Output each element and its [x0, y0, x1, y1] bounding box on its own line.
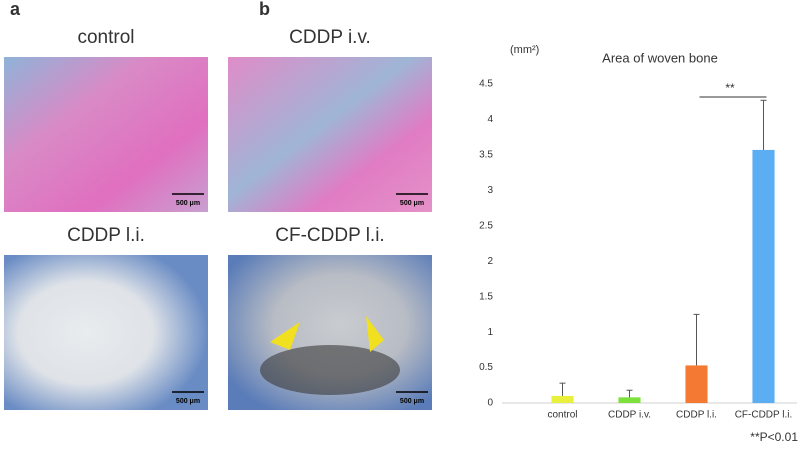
image-title: control	[77, 27, 134, 48]
y-tick-label: 3.5	[479, 150, 493, 161]
scale-label: 500 μm	[176, 398, 200, 405]
image-title: CF-CDDP l.i.	[275, 225, 384, 246]
bar	[551, 395, 574, 403]
y-tick-label: 1	[487, 327, 493, 338]
bar	[618, 397, 641, 403]
y-tick-label: 1.5	[479, 291, 493, 302]
significance-label: **	[725, 81, 735, 95]
y-tick-label: 2.5	[479, 220, 493, 231]
arrowhead	[366, 316, 384, 352]
y-tick-label: 4.5	[479, 79, 493, 90]
x-tick-label: control	[547, 410, 577, 421]
arrowhead	[270, 322, 300, 350]
scale-label: 500 μm	[176, 200, 200, 207]
x-tick-label: CDDP i.v.	[608, 410, 651, 421]
image-title: CDDP i.v.	[289, 27, 371, 48]
bar	[752, 149, 775, 403]
panel-label: b	[259, 0, 270, 19]
unit-label: (mm²)	[510, 44, 539, 56]
footnote: **P<0.01	[750, 430, 798, 444]
scale-label: 500 μm	[400, 398, 424, 405]
stain-region	[260, 345, 400, 395]
chart-title: Area of woven bone	[602, 50, 718, 65]
y-tick-label: 4	[487, 114, 493, 125]
scale-label: 500 μm	[400, 200, 424, 207]
y-tick-label: 0	[487, 398, 493, 409]
y-tick-label: 3	[487, 185, 493, 196]
bar	[685, 365, 708, 403]
panel-label: a	[10, 0, 21, 19]
x-tick-label: CDDP l.i.	[676, 410, 717, 421]
x-tick-label: CF-CDDP l.i.	[735, 410, 793, 421]
micrograph	[4, 57, 208, 212]
y-tick-label: 0.5	[479, 362, 493, 373]
micrograph	[4, 255, 208, 410]
micrograph	[228, 57, 432, 212]
y-tick-label: 2	[487, 256, 493, 267]
image-title: CDDP l.i.	[67, 225, 145, 246]
